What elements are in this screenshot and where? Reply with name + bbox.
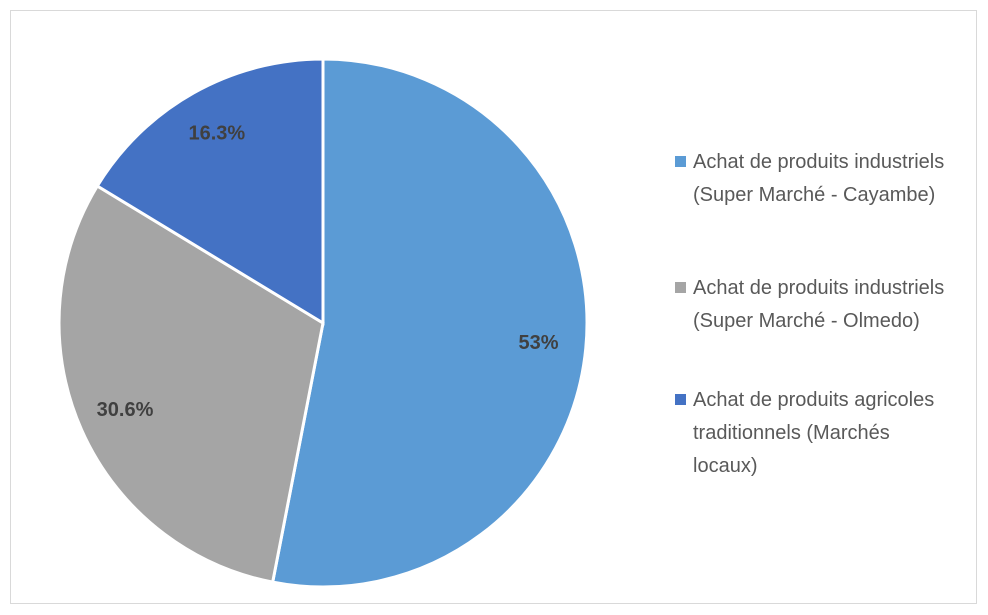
data-label: 30.6%: [97, 399, 154, 421]
legend-label: Achat de produits industriels (Super Mar…: [693, 277, 945, 332]
legend-item: Achat de produits industriels (Super Mar…: [675, 272, 965, 338]
pie-slice: [57, 183, 325, 584]
data-label: 53%: [518, 332, 558, 354]
pie-slice: [270, 57, 589, 589]
legend-label: Achat de produits industriels (Super Mar…: [693, 151, 945, 206]
legend-swatch: [675, 156, 686, 167]
legend-swatch: [675, 394, 686, 405]
legend-swatch: [675, 282, 686, 293]
legend-label: Achat de produits agricoles traditionnel…: [693, 389, 935, 477]
legend-item: Achat de produits industriels (Super Mar…: [675, 146, 965, 212]
data-label: 16.3%: [188, 123, 245, 145]
legend-item: Achat de produits agricoles traditionnel…: [675, 384, 965, 483]
pie-slice: [95, 57, 325, 326]
